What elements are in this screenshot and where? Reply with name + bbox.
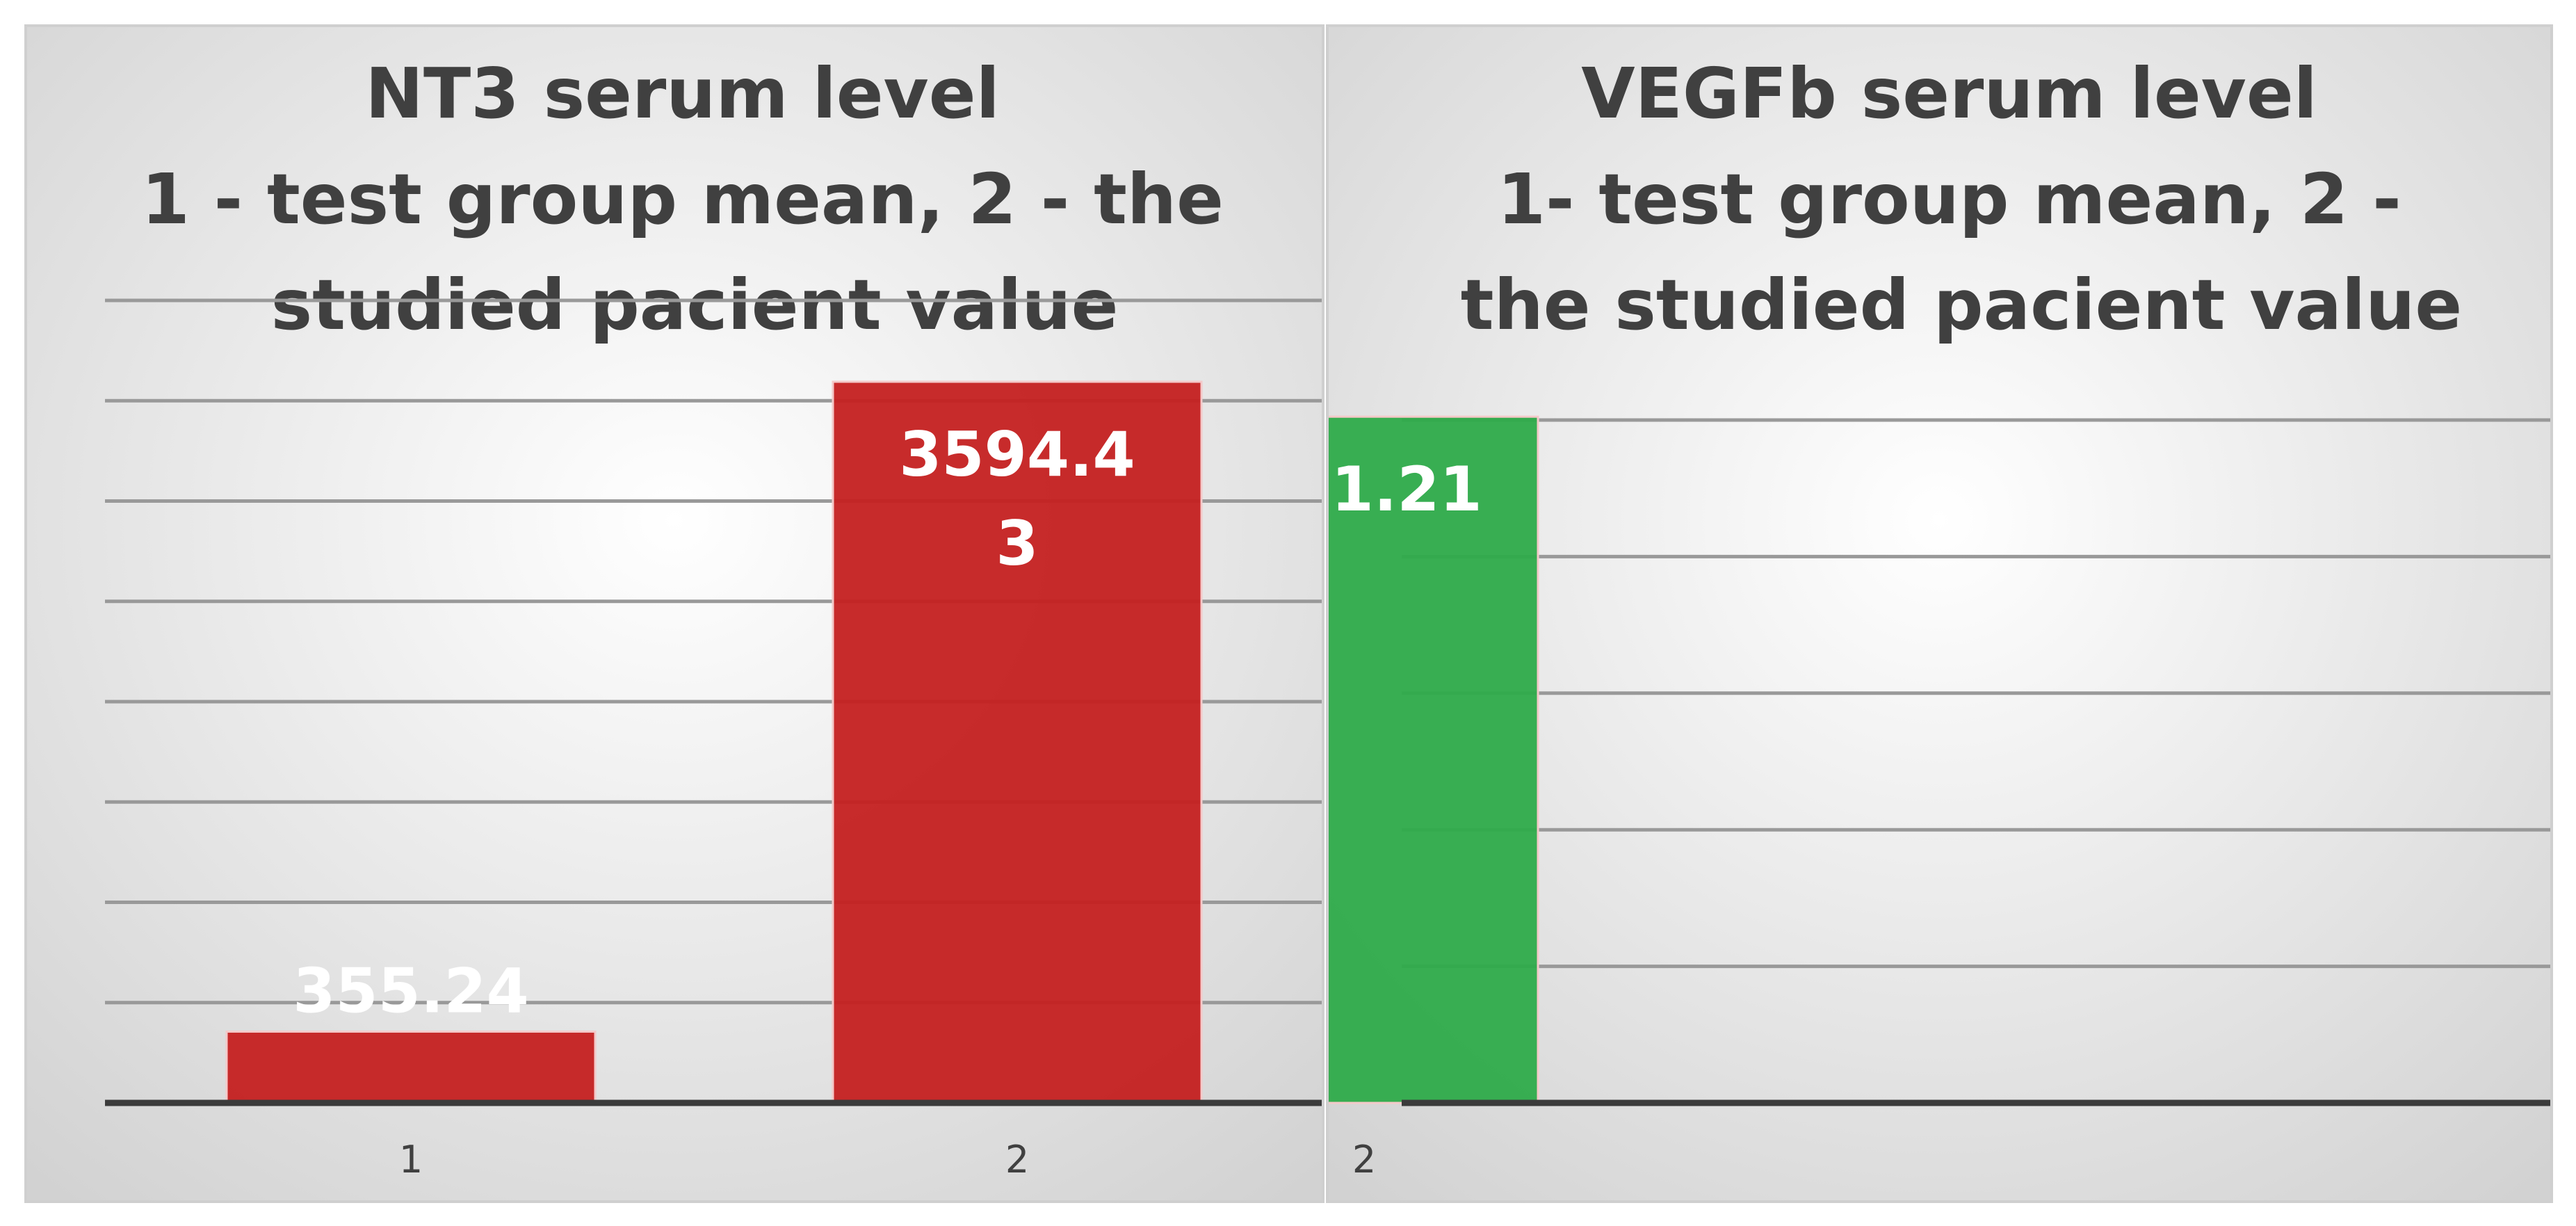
- data-labels: 355.24 3594.4 3: [293, 419, 1135, 1027]
- nt3-chart: NT3 serum level 1 - test group mean, 2 -…: [27, 27, 1322, 1200]
- x-axis-ticks: 12: [1352, 1138, 1376, 1181]
- x-tick-label: 2: [1352, 1138, 1376, 1181]
- data-label-1: 355.24: [293, 955, 529, 1027]
- data-label-line: 251.21: [1329, 453, 1482, 525]
- bar-2: [832, 380, 1203, 1104]
- chart-title-line-1: NT3 serum level: [365, 53, 1000, 134]
- chart-title: NT3 serum level 1 - test group mean, 2 -…: [141, 53, 1248, 346]
- data-label-line: 355.24: [293, 955, 529, 1027]
- data-label-2: 3594.4 3: [899, 419, 1135, 579]
- chart-title: VEGFb serum level 1- test group mean, 2 …: [1461, 53, 2462, 346]
- vegfb-chart: VEGFb serum level 1- test group mean, 2 …: [1329, 27, 2550, 1200]
- chart-panel-nt3: NT3 serum level 1 - test group mean, 2 -…: [24, 24, 1325, 1203]
- chart-title-line-2: 1- test group mean, 2 -: [1497, 159, 2401, 240]
- bars: [225, 380, 1203, 1104]
- gridlines: [1402, 418, 2550, 969]
- data-label-line: 3594.4: [899, 419, 1135, 490]
- data-label-2: 251.21: [1329, 453, 1482, 525]
- chart-title-line-3: the studied pacient value: [1461, 264, 2462, 346]
- chart-title-line-1: VEGFb serum level: [1581, 53, 2317, 134]
- chart-title-line-3: studied pacient value: [271, 264, 1119, 346]
- bar-1: [225, 1031, 597, 1104]
- data-labels: 17.06251.21: [1329, 453, 1482, 525]
- chart-title-line-2: 1 - test group mean, 2 - the: [141, 159, 1224, 240]
- x-tick-label: 1: [399, 1138, 423, 1181]
- chart-panel-vegfb: VEGFb serum level 1- test group mean, 2 …: [1326, 24, 2553, 1203]
- bars: [1329, 415, 1539, 1104]
- bar-2: [1329, 415, 1539, 1104]
- x-tick-label: 2: [1005, 1138, 1029, 1181]
- data-label-line: 3: [996, 508, 1038, 579]
